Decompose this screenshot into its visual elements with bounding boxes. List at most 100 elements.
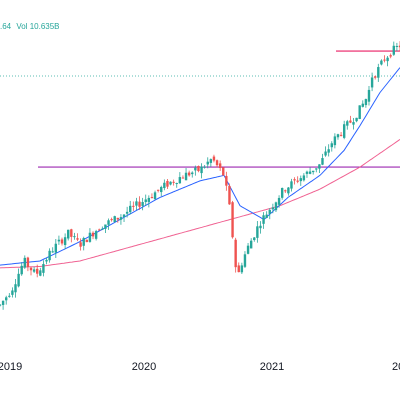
candle: [234, 237, 237, 273]
candle: [129, 200, 132, 215]
candle: [386, 55, 389, 67]
candle: [346, 119, 349, 130]
candle: [85, 239, 89, 243]
candle: [125, 206, 129, 218]
candle: [339, 132, 343, 137]
candle: [280, 187, 284, 200]
x-tick-label: 2021: [260, 361, 284, 373]
candle: [249, 238, 253, 249]
candle: [324, 146, 327, 157]
candle: [107, 218, 110, 230]
candle: [212, 154, 216, 163]
candle: [57, 235, 61, 245]
candle: [20, 262, 23, 276]
candle: [153, 190, 157, 200]
candle: [150, 193, 154, 199]
candle: [265, 211, 268, 219]
candle: [94, 229, 98, 241]
candle: [60, 237, 64, 246]
candle: [293, 177, 296, 185]
candle: [287, 186, 290, 196]
x-tick-label: 202: [392, 361, 400, 373]
candle: [138, 196, 141, 210]
ma-fast-line: [0, 67, 400, 266]
candle: [200, 163, 203, 179]
candle: [73, 232, 76, 240]
candle: [178, 172, 182, 184]
candle: [271, 203, 275, 214]
candle: [172, 179, 175, 186]
candle: [246, 242, 250, 255]
candle: [141, 197, 144, 211]
candle: [352, 117, 355, 130]
candle: [39, 267, 42, 277]
candle: [8, 293, 11, 298]
candle: [284, 189, 287, 194]
candle: [398, 41, 400, 52]
candle: [119, 214, 123, 225]
candle: [166, 179, 169, 189]
candle: [333, 133, 337, 149]
candle: [222, 166, 225, 177]
candle: [361, 100, 364, 108]
candle: [349, 115, 352, 124]
candle: [358, 105, 361, 120]
candle: [395, 42, 399, 52]
candle: [194, 165, 197, 176]
candle: [144, 194, 147, 207]
candle: [277, 195, 281, 208]
candle: [318, 164, 321, 174]
candle: [377, 63, 380, 82]
candle: [197, 165, 200, 173]
candle: [67, 229, 70, 241]
candle: [218, 160, 222, 171]
candle: [274, 201, 278, 212]
candle: [63, 233, 67, 250]
candle: [302, 173, 306, 182]
candle: [243, 251, 247, 269]
moving-averages-layer: [0, 67, 400, 269]
candle: [336, 133, 340, 140]
candle: [296, 176, 299, 184]
candle: [262, 212, 265, 229]
candle: [268, 208, 271, 220]
candle: [187, 170, 191, 177]
candle: [383, 55, 386, 63]
candle: [104, 224, 107, 234]
candle: [367, 86, 371, 106]
candle: [116, 217, 120, 223]
candle: [1, 300, 5, 310]
candle: [160, 185, 163, 197]
candle: [147, 195, 151, 208]
candle: [380, 59, 383, 66]
candle: [392, 41, 395, 56]
candle: [132, 201, 135, 211]
candle: [215, 159, 219, 168]
candle: [88, 228, 92, 243]
candle: [17, 268, 20, 288]
candle: [26, 256, 30, 272]
x-tick-label: 2019: [0, 361, 22, 373]
volume-readout: Vol 10.635B: [16, 22, 60, 31]
candle: [36, 264, 39, 278]
candle: [311, 170, 315, 175]
candle: [259, 221, 262, 234]
candle: [181, 175, 185, 179]
candle: [330, 141, 333, 152]
candle: [163, 179, 166, 191]
candle: [203, 164, 206, 169]
candle: [240, 262, 244, 275]
levels-layer: [0, 50, 400, 168]
candle: [169, 181, 172, 186]
candle: [14, 279, 17, 298]
x-axis: 2019 2020 2021 202: [0, 361, 400, 373]
candle: [42, 260, 45, 277]
candle: [51, 247, 54, 253]
candle: [76, 233, 79, 242]
candle: [32, 266, 36, 274]
x-tick-label: 2020: [132, 361, 156, 373]
candle: [54, 239, 58, 258]
candle: [327, 144, 330, 157]
